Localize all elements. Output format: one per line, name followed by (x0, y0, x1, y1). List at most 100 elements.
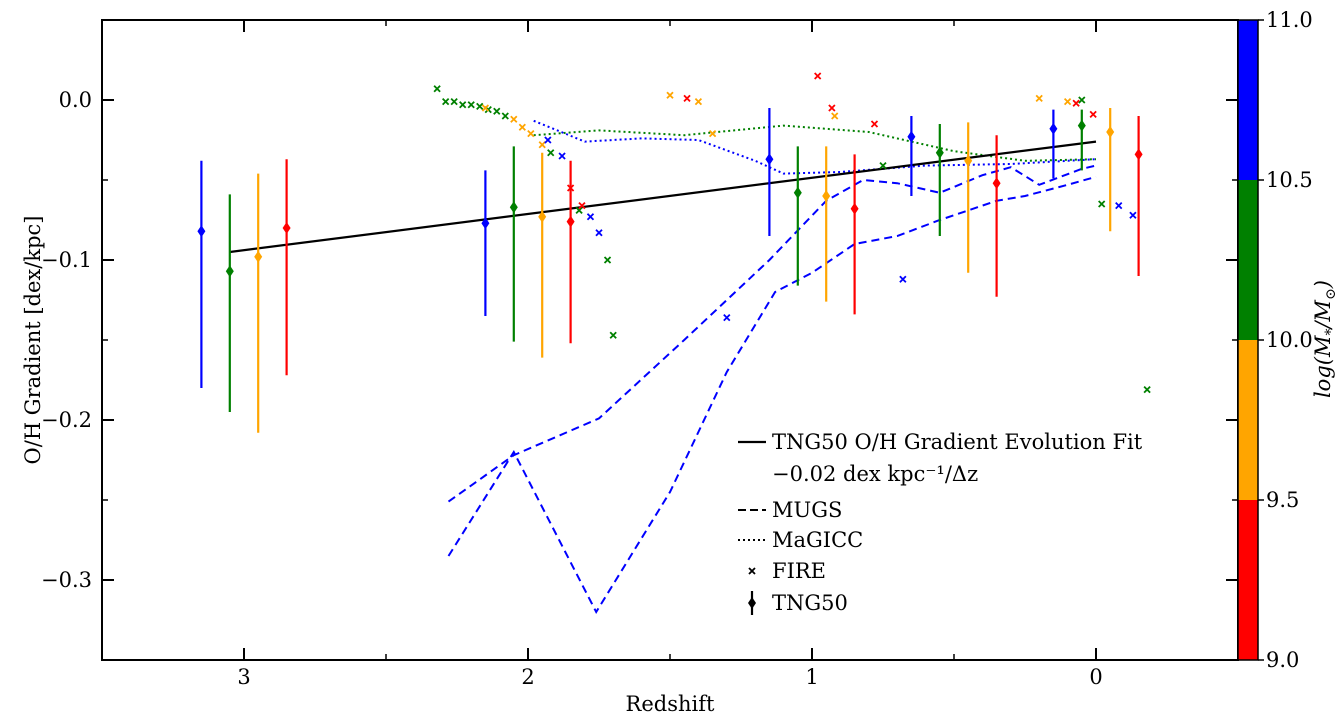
fire-point (476, 102, 484, 111)
tng50-point (509, 201, 518, 214)
colorbar-tick-label: 10.5 (1266, 168, 1313, 192)
tng50-point (907, 130, 916, 143)
legend-label-magicc: MaGICC (772, 528, 863, 552)
x-tick-label: 3 (237, 665, 250, 689)
fire-point (442, 97, 450, 106)
tng50-point (1134, 148, 1143, 161)
legend-label-fire: FIRE (772, 559, 826, 583)
x-tick-label: 0 (1089, 665, 1102, 689)
fire-point (708, 129, 717, 138)
fire-point (1063, 97, 1072, 106)
legend-label-fit-slope: −0.02 dex kpc⁻¹/Δz (772, 462, 978, 486)
fire-point (1129, 211, 1137, 219)
tng50-point (935, 146, 944, 159)
x-axis-label: Redshift (626, 692, 715, 715)
tng50-point (282, 222, 291, 234)
tng50-point (1049, 122, 1058, 135)
fire-point (527, 129, 535, 138)
tng50-point (481, 217, 490, 230)
fire-point (586, 213, 595, 221)
colorbar-bin (1238, 340, 1258, 500)
fire-point (538, 141, 546, 149)
fire-point (1078, 96, 1086, 104)
legend-swatch-tng50-diamond (748, 597, 756, 609)
x-tick-label: 2 (521, 665, 534, 689)
fire-point (828, 104, 836, 112)
fire-point (723, 313, 731, 322)
fire-point (603, 256, 612, 264)
tng50-point (793, 186, 802, 199)
tng50-point (1106, 126, 1115, 138)
colorbar-tick-label: 9.5 (1266, 488, 1299, 512)
fire-point (433, 85, 441, 93)
fire-point (879, 161, 887, 170)
fire-point (510, 115, 518, 123)
magicc-series-line (533, 124, 1097, 162)
magicc-series-line (533, 119, 1097, 175)
legend-label-fit: TNG50 O/H Gradient Evolution Fit (772, 430, 1143, 454)
fire-point (575, 206, 583, 215)
legend: TNG50 O/H Gradient Evolution Fit −0.02 de… (738, 430, 1143, 615)
tng50-point (538, 210, 547, 223)
axis-ticks: 3 2 1 0 0.0 −0.1 −0.2 −0.3 (41, 20, 1239, 689)
fire-point (481, 104, 490, 112)
y-tick-label: 0.0 (59, 88, 92, 112)
colorbar-bin (1238, 20, 1258, 180)
fire-point (501, 112, 509, 120)
tng50-point (197, 225, 206, 238)
colorbar-tick-label: 9.0 (1266, 648, 1299, 672)
fire-point (683, 94, 691, 103)
tng50-point (964, 154, 973, 167)
tng50-fit-line (229, 140, 1097, 254)
fire-point (694, 97, 703, 106)
tng50-point (992, 177, 1001, 190)
fire-point (609, 331, 617, 339)
fire-point (666, 91, 674, 99)
fire-point (1115, 201, 1123, 210)
mugs-series-line (447, 175, 1097, 615)
tng50-point (254, 250, 263, 263)
fire-point (467, 101, 475, 109)
fire-point (1089, 110, 1097, 119)
y-tick-label: −0.3 (41, 568, 92, 592)
legend-label-tng50: TNG50 (772, 591, 848, 615)
fire-point (1035, 94, 1043, 103)
y-tick-label: −0.2 (41, 408, 92, 432)
legend-swatch-fire (748, 567, 756, 575)
colorbar-tick-label: 10.0 (1266, 328, 1313, 352)
mugs-series-line (447, 164, 1097, 503)
tng50-point (566, 215, 575, 228)
fire-point (899, 275, 907, 283)
tng50-point (850, 202, 859, 215)
colorbar-bin (1238, 500, 1258, 660)
tng50-point (225, 265, 234, 278)
plot-area-frame (101, 19, 1239, 661)
colorbar-label: log(M*/M⊙) (1311, 280, 1339, 398)
legend-label-mugs: MUGS (772, 498, 842, 522)
fire-point (459, 101, 467, 109)
series-layer (197, 72, 1151, 615)
fire-point (578, 201, 586, 210)
fire-point (547, 149, 555, 157)
colorbar: 9.0 9.5 10.0 10.5 11.0 (1237, 8, 1313, 672)
fire-point (518, 123, 526, 131)
tng50-point (822, 190, 831, 202)
fire-point (814, 72, 822, 80)
fire-point (493, 107, 501, 115)
fire-point (544, 136, 552, 144)
fire-point (595, 229, 603, 237)
tng50-point (765, 153, 774, 166)
y-tick-label: −0.1 (41, 248, 92, 272)
colorbar-tick-label: 11.0 (1266, 8, 1313, 32)
fire-point (1143, 385, 1151, 394)
fire-point (870, 120, 879, 128)
fire-point (450, 97, 458, 106)
tng50-point (1077, 119, 1086, 132)
fire-point (558, 152, 566, 160)
fire-point (1072, 99, 1080, 107)
x-tick-label: 1 (805, 665, 818, 689)
fire-point (1098, 200, 1106, 208)
colorbar-bin (1238, 180, 1258, 340)
fire-point (831, 112, 839, 120)
